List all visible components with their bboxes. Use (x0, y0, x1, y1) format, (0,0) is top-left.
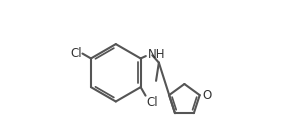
Text: Cl: Cl (146, 96, 158, 109)
Text: Cl: Cl (70, 47, 82, 60)
Text: O: O (202, 89, 212, 102)
Text: NH: NH (148, 48, 166, 61)
